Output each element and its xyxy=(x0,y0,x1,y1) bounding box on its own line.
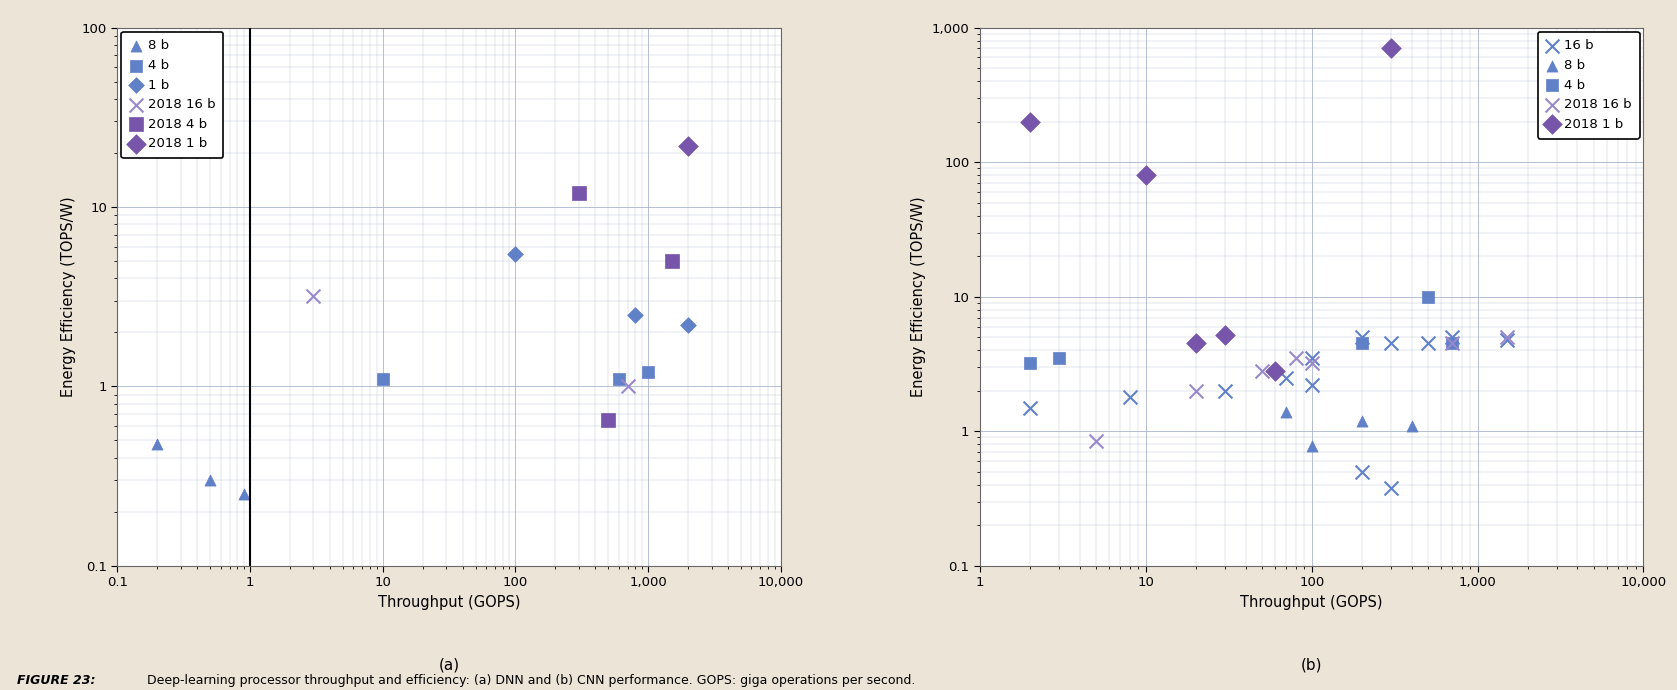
1 b xyxy=(674,319,701,331)
X-axis label: Throughput (GOPS): Throughput (GOPS) xyxy=(1241,595,1384,610)
Text: (b): (b) xyxy=(1301,658,1323,672)
8 b xyxy=(1348,415,1375,426)
Y-axis label: Energy Efficiency (TOPS/W): Energy Efficiency (TOPS/W) xyxy=(60,197,75,397)
8 b xyxy=(1298,440,1325,451)
Legend: 8 b, 4 b, 1 b, 2018 16 b, 2018 4 b, 2018 1 b: 8 b, 4 b, 1 b, 2018 16 b, 2018 4 b, 2018… xyxy=(121,32,223,159)
16 b xyxy=(1494,334,1521,345)
16 b xyxy=(1439,332,1466,343)
4 b xyxy=(369,373,396,384)
2018 16 b xyxy=(1439,338,1466,349)
16 b xyxy=(1117,391,1144,402)
Text: (a): (a) xyxy=(439,658,459,672)
16 b xyxy=(1377,338,1404,349)
8 b xyxy=(144,438,171,449)
2018 1 b xyxy=(1132,170,1159,181)
2018 16 b xyxy=(300,290,327,302)
4 b xyxy=(1046,353,1073,364)
4 b xyxy=(1348,338,1375,349)
16 b xyxy=(1414,338,1441,349)
4 b xyxy=(1439,338,1466,349)
16 b xyxy=(1348,466,1375,477)
8 b xyxy=(1399,420,1425,431)
Text: Deep-learning processor throughput and efficiency: (a) DNN and (b) CNN performan: Deep-learning processor throughput and e… xyxy=(143,673,916,687)
1 b xyxy=(622,310,649,321)
2018 4 b xyxy=(657,255,684,266)
8 b xyxy=(1273,406,1300,417)
16 b xyxy=(1348,332,1375,343)
2018 4 b xyxy=(595,415,622,426)
2018 1 b xyxy=(1377,43,1404,54)
4 b xyxy=(1016,357,1043,368)
2018 16 b xyxy=(1283,353,1310,364)
16 b xyxy=(1377,482,1404,493)
8 b xyxy=(231,489,258,500)
2018 16 b xyxy=(1082,435,1108,446)
2018 1 b xyxy=(1182,338,1209,349)
2018 16 b xyxy=(614,381,641,392)
2018 16 b xyxy=(1248,366,1275,377)
16 b xyxy=(1016,402,1043,413)
16 b xyxy=(1273,372,1300,383)
2018 1 b xyxy=(1016,116,1043,127)
16 b xyxy=(1298,380,1325,391)
1 b xyxy=(501,248,528,259)
2018 16 b xyxy=(1494,332,1521,343)
2018 16 b xyxy=(1182,385,1209,396)
2018 16 b xyxy=(1298,357,1325,368)
2018 1 b xyxy=(1211,329,1238,340)
16 b xyxy=(1211,385,1238,396)
8 b xyxy=(196,475,223,486)
2018 1 b xyxy=(674,140,701,151)
Text: FIGURE 23:: FIGURE 23: xyxy=(17,673,96,687)
16 b xyxy=(1298,353,1325,364)
X-axis label: Throughput (GOPS): Throughput (GOPS) xyxy=(377,595,520,610)
2018 1 b xyxy=(1261,366,1288,377)
Y-axis label: Energy Efficiency (TOPS/W): Energy Efficiency (TOPS/W) xyxy=(911,197,926,397)
Legend: 16 b, 8 b, 4 b, 2018 16 b, 2018 1 b: 16 b, 8 b, 4 b, 2018 16 b, 2018 1 b xyxy=(1538,32,1640,139)
4 b xyxy=(636,366,662,377)
2018 4 b xyxy=(565,187,592,198)
4 b xyxy=(605,373,632,384)
4 b xyxy=(1414,291,1441,302)
